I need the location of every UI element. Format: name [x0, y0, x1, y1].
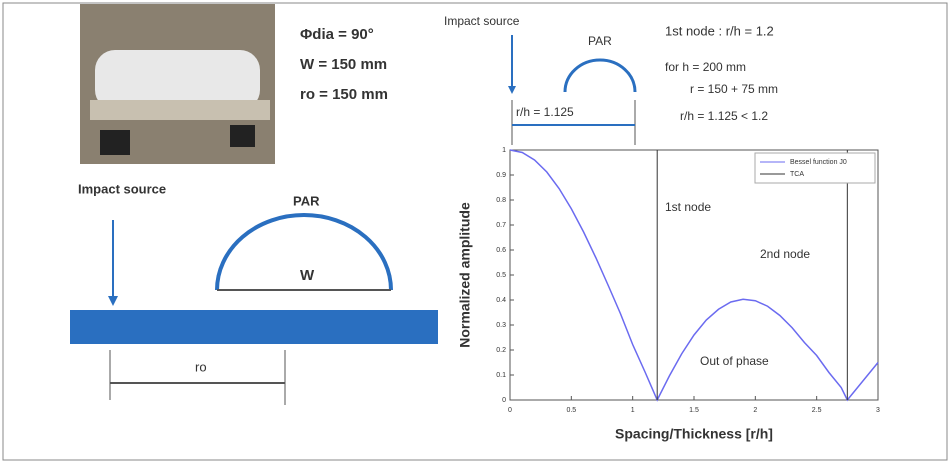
y-tick-label: 0 [502, 397, 506, 404]
top-diagram: Impact source PAR r/h = 1.125 [444, 14, 637, 145]
x-tick-label: 1.5 [689, 407, 699, 414]
x-tick-label: 3 [876, 407, 880, 414]
y-tick-label: 0.5 [496, 272, 506, 279]
note: for h = 200 mm [665, 60, 746, 74]
note: r = 150 + 75 mm [690, 82, 778, 96]
annotation: Out of phase [700, 354, 769, 368]
plot-area [509, 149, 879, 401]
y-tick-label: 0.1 [496, 372, 506, 379]
y-tick-label: 0.2 [496, 347, 506, 354]
legend [754, 152, 876, 184]
photo-label: ro = 150 mm [300, 86, 388, 103]
y-tick-label: 0.8 [496, 197, 506, 204]
left-diagram: Impact source PAR W ro [70, 181, 438, 405]
x-axis-label: Spacing/Thickness [r/h] [615, 426, 773, 442]
y-tick-label: 0.6 [496, 247, 506, 254]
note: r/h = 1.125 < 1.2 [680, 109, 768, 123]
x-tick-label: 0.5 [566, 407, 576, 414]
impact-label: Impact source [444, 14, 520, 28]
y-tick-label: 0.7 [496, 222, 506, 229]
photo [80, 4, 275, 164]
par-label: PAR [293, 193, 320, 208]
y-tick-label: 1 [502, 147, 506, 154]
r-label: ro [195, 359, 207, 374]
photo-label: W = 150 mm [300, 56, 387, 73]
x-tick-label: 0 [508, 407, 512, 414]
x-tick-label: 1 [631, 407, 635, 414]
ratio-label: r/h = 1.125 [516, 105, 574, 119]
impact-label: Impact source [78, 181, 166, 196]
annotation: 1st node [665, 200, 711, 214]
legend-label: TCA [790, 171, 804, 178]
photo-label: Φdia = 90° [300, 26, 374, 43]
annotation: 2nd node [760, 247, 810, 261]
par-label: PAR [588, 34, 612, 48]
x-tick-label: 2 [753, 407, 757, 414]
legend-label: Bessel function J0 [790, 159, 847, 166]
w-label: W [300, 267, 315, 284]
y-tick-label: 0.9 [496, 172, 506, 179]
y-tick-label: 0.4 [496, 297, 506, 304]
y-tick-label: 0.3 [496, 322, 506, 329]
chart: 0 0.5 1 1.5 2 2.5 3 0 0.1 0.2 0.3 0.4 0.5 0.6 0.7 0.8 0.… [457, 147, 880, 442]
x-tick-label: 2.5 [812, 407, 822, 414]
y-axis-label: Normalized amplitude [457, 202, 473, 348]
note: 1st node : r/h = 1.2 [665, 23, 774, 38]
data-line [509, 149, 879, 402]
